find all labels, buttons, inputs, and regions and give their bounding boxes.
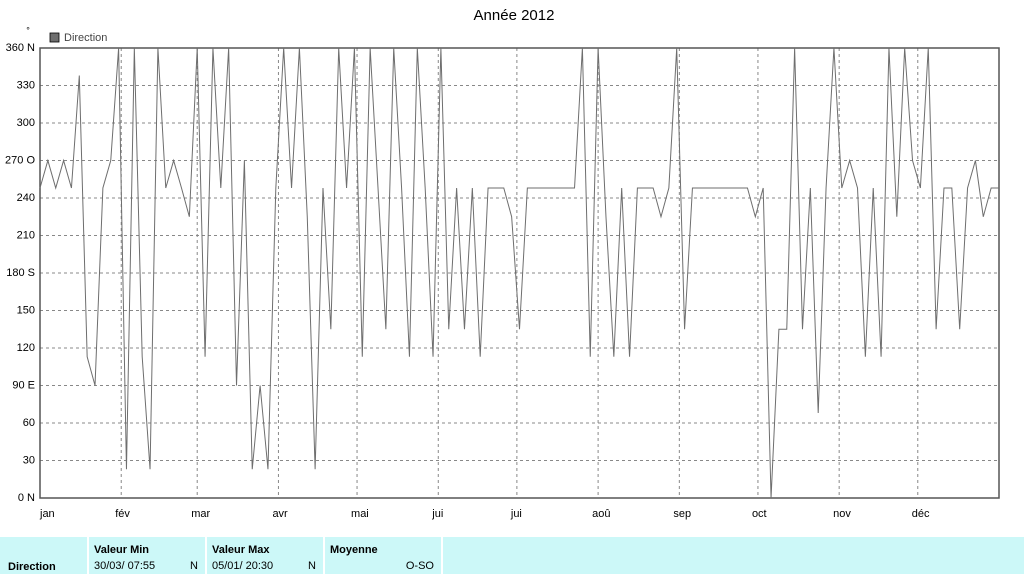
y-tick-label: 210 bbox=[17, 229, 35, 241]
y-tick-label: 300 bbox=[17, 117, 35, 129]
plot-frame bbox=[39, 47, 1000, 499]
chart-title: Année 2012 bbox=[474, 7, 555, 24]
column-header: Valeur Min bbox=[94, 544, 149, 556]
x-tick-label: jui bbox=[510, 508, 522, 520]
x-tick-label: fév bbox=[115, 508, 130, 520]
y-tick-label: 30 bbox=[23, 454, 35, 466]
x-tick-label: avr bbox=[272, 508, 288, 520]
legend-swatch bbox=[49, 32, 60, 43]
y-tick-label: 0 N bbox=[18, 492, 35, 504]
x-tick-label: nov bbox=[833, 508, 851, 520]
x-tick-label: aoû bbox=[592, 508, 610, 520]
column-dir: O-SO bbox=[406, 560, 435, 572]
y-tick-label: 270 O bbox=[5, 154, 35, 166]
summary-label: Direction bbox=[8, 561, 56, 573]
x-tick-label: sep bbox=[673, 508, 691, 520]
y-unit: ° bbox=[26, 25, 30, 35]
column-dir: N bbox=[308, 560, 316, 572]
x-tick-label: oct bbox=[752, 508, 767, 520]
x-tick-label: jui bbox=[431, 508, 443, 520]
y-tick-label: 360 N bbox=[6, 42, 35, 54]
y-tick-label: 90 E bbox=[12, 379, 35, 391]
column-date: 30/03/ 07:55 bbox=[94, 560, 155, 572]
summary-panel bbox=[0, 537, 1024, 574]
y-tick-label: 180 S bbox=[6, 267, 35, 279]
y-tick-label: 150 bbox=[17, 304, 35, 316]
y-tick-label: 240 bbox=[17, 192, 35, 204]
y-tick-label: 330 bbox=[17, 79, 35, 91]
x-tick-label: mai bbox=[351, 508, 369, 520]
y-tick-label: 120 bbox=[17, 342, 35, 354]
y-tick-label: 60 bbox=[23, 417, 35, 429]
data-line bbox=[39, 47, 999, 499]
column-date: 05/01/ 20:30 bbox=[212, 560, 273, 572]
x-tick-label: mar bbox=[191, 508, 210, 520]
column-header: Moyenne bbox=[330, 544, 378, 556]
legend-label: Direction bbox=[64, 32, 107, 44]
x-tick-label: jan bbox=[39, 508, 55, 520]
column-header: Valeur Max bbox=[212, 544, 270, 556]
column-dir: N bbox=[190, 560, 198, 572]
x-tick-label: déc bbox=[912, 508, 930, 520]
